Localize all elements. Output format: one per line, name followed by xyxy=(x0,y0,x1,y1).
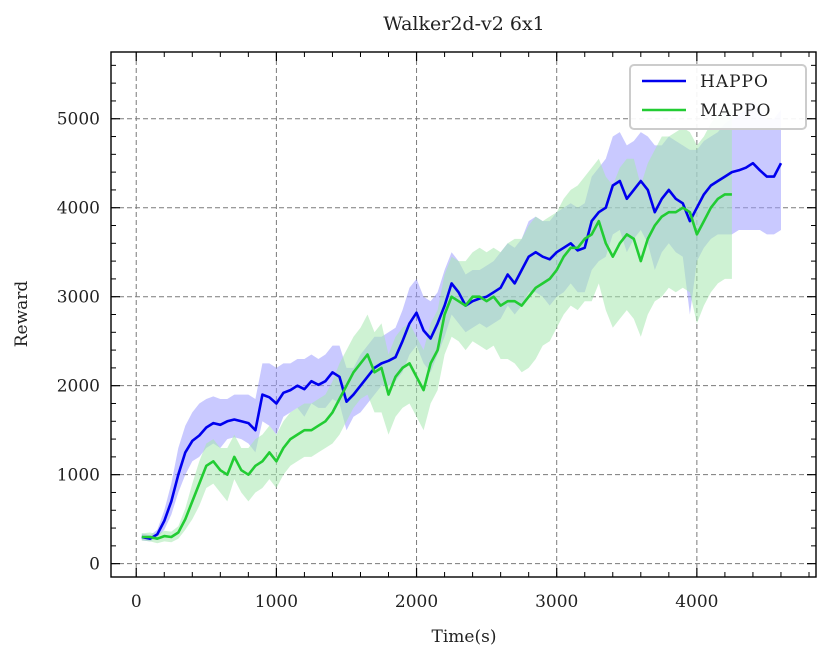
line-mappo xyxy=(141,193,732,541)
x-tick-label: 4000 xyxy=(675,592,718,612)
y-tick-label: 1000 xyxy=(57,466,100,486)
x-tick-label: 3000 xyxy=(535,592,578,612)
x-axis-title: Time(s) xyxy=(432,627,497,647)
y-tick-label: 5000 xyxy=(57,110,100,130)
y-tick-label: 3000 xyxy=(57,288,100,308)
x-tick-label: 2000 xyxy=(395,592,438,612)
series-lines xyxy=(141,161,783,541)
legend: HAPPO MAPPO xyxy=(629,64,807,130)
x-tick-label: 1000 xyxy=(255,592,298,612)
y-axis-title: Reward xyxy=(12,281,32,348)
y-tick-label: 4000 xyxy=(57,199,100,219)
legend-label-happo: HAPPO xyxy=(700,72,769,92)
axes: 0 1000 2000 3000 4000 0 1000 2000 3000 4000 5000 xyxy=(57,51,817,612)
chart-title: Walker2d-v2 6x1 xyxy=(383,13,545,35)
x-tick-label: 0 xyxy=(131,592,142,612)
y-tick-label: 0 xyxy=(89,555,100,575)
legend-label-mappo: MAPPO xyxy=(700,101,772,121)
line-happo xyxy=(141,161,783,541)
y-tick-label: 2000 xyxy=(57,377,100,397)
